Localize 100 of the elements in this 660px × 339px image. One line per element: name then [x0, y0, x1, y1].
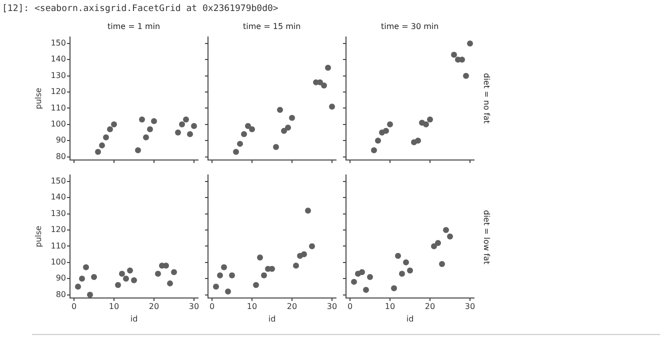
point: [217, 272, 223, 278]
x-tick-label: 30: [188, 302, 200, 311]
point: [435, 240, 441, 246]
y-tick-label: 140: [50, 192, 66, 202]
point: [367, 274, 373, 280]
x-tick-label: 20: [424, 302, 436, 311]
y-tick-label: 100: [50, 257, 66, 266]
y-tick-label: 80: [56, 152, 66, 161]
text: [12]: <seaborn.axisgrid.FacetGrid at 0x2361979b0d0>: [2, 4, 278, 14]
point: [229, 272, 235, 278]
point: [131, 277, 137, 284]
point: [143, 134, 149, 140]
point: [103, 134, 109, 140]
point: [123, 276, 129, 282]
point: [155, 270, 161, 277]
point: [221, 264, 227, 270]
point: [91, 274, 97, 280]
y-tick-label: 150: [50, 176, 66, 186]
y-tick-label: 90: [56, 274, 66, 283]
x-tick-label: 30: [464, 302, 476, 311]
y-tick-label: 90: [56, 136, 66, 145]
y-tick-label: 80: [56, 290, 66, 299]
chart-title: time = 1 min: [108, 22, 160, 31]
point: [183, 116, 189, 123]
y-tick-label: 110: [50, 241, 66, 250]
point: [351, 278, 357, 285]
x-tick-label: 0: [71, 302, 77, 311]
point: [439, 261, 445, 268]
point: [281, 128, 287, 134]
point: [395, 252, 401, 259]
point: [375, 138, 381, 144]
point: [293, 262, 299, 269]
point: [213, 284, 219, 290]
point: [363, 286, 369, 293]
point: [383, 128, 389, 134]
point: [119, 270, 125, 277]
point: [467, 40, 473, 46]
x-tick-label: 10: [108, 302, 120, 311]
point: [87, 292, 93, 298]
point: [179, 121, 185, 128]
y-tick-label: 100: [50, 119, 66, 128]
point: [107, 126, 113, 132]
point: [135, 147, 141, 154]
point: [75, 284, 81, 290]
point: [171, 269, 177, 276]
point: [309, 243, 315, 250]
x-axis-title: id: [406, 314, 414, 324]
point: [359, 269, 365, 276]
point: [427, 116, 433, 123]
point: [305, 208, 311, 214]
point: [403, 259, 409, 266]
point: [325, 64, 331, 71]
point: [245, 123, 251, 130]
point: [175, 129, 181, 136]
point: [261, 272, 267, 278]
point: [273, 144, 279, 150]
point: [463, 72, 469, 79]
point: [241, 131, 247, 138]
point: [95, 148, 101, 155]
text: diet = low fat: [482, 210, 491, 264]
point: [249, 126, 255, 132]
point: [399, 270, 405, 277]
point: [423, 121, 429, 128]
point: [191, 123, 197, 130]
point: [447, 234, 453, 240]
point: [371, 147, 377, 154]
point: [99, 142, 105, 148]
point: [83, 264, 89, 270]
x-tick-label: 0: [347, 302, 353, 311]
point: [289, 114, 295, 121]
chart-title: time = 15 min: [243, 22, 301, 31]
point: [269, 266, 275, 272]
x-axis-title: id: [130, 314, 138, 324]
point: [407, 267, 413, 274]
y-tick-label: 110: [50, 103, 66, 112]
y-tick-label: 130: [50, 208, 66, 218]
point: [285, 124, 291, 131]
y-axis-title: pulse: [34, 88, 43, 110]
point: [431, 243, 437, 250]
point: [443, 227, 449, 234]
text: diet = no fat: [482, 73, 491, 124]
x-tick-label: 30: [326, 302, 338, 311]
point: [391, 285, 397, 292]
x-tick-label: 0: [209, 302, 215, 311]
y-tick-label: 130: [50, 70, 66, 80]
point: [127, 267, 133, 274]
point: [187, 131, 193, 138]
point: [387, 121, 393, 128]
y-axis-title: pulse: [34, 226, 43, 248]
point: [233, 148, 239, 155]
point: [277, 106, 283, 113]
point: [451, 52, 457, 58]
point: [321, 82, 327, 89]
x-tick-label: 20: [286, 302, 298, 311]
point: [253, 282, 259, 288]
point: [301, 251, 307, 258]
point: [111, 121, 117, 128]
point: [151, 118, 157, 124]
point: [79, 276, 85, 282]
point: [139, 116, 145, 123]
